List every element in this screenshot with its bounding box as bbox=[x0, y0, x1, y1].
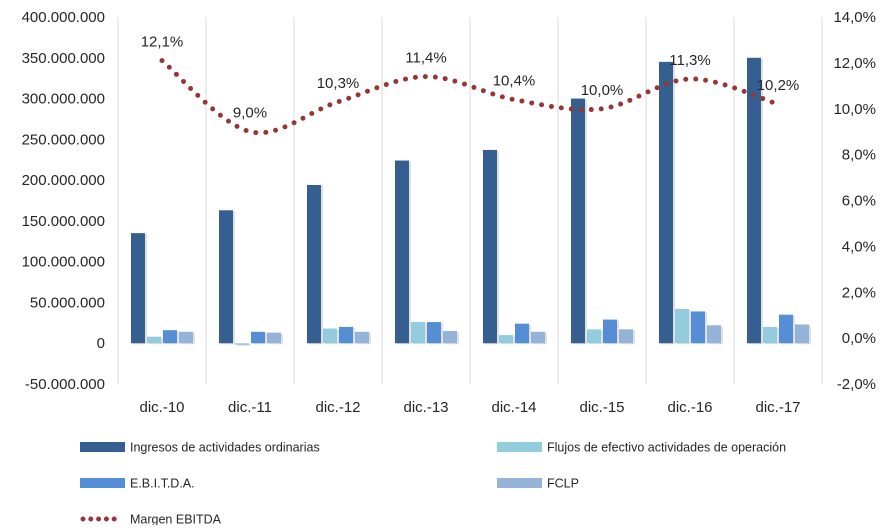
bar-0-0 bbox=[131, 233, 145, 343]
bar-3-2 bbox=[355, 332, 369, 343]
legend-label: Ingresos de actividades ordinarias bbox=[130, 441, 320, 455]
x-tick-label: dic.-11 bbox=[228, 399, 272, 416]
legend-item-0: Ingresos de actividades ordinarias bbox=[80, 441, 320, 455]
left-tick-label: 150.000.000 bbox=[22, 213, 105, 230]
margin-label-4: 10,4% bbox=[493, 73, 536, 90]
legend: Ingresos de actividades ordinarias Flujos… bbox=[80, 441, 786, 526]
margin-label-3: 11,4% bbox=[405, 50, 446, 67]
bar-2-6 bbox=[691, 311, 705, 343]
bar-3-5 bbox=[619, 329, 633, 343]
left-tick-label: 400.000.000 bbox=[22, 9, 105, 26]
bar-2-7 bbox=[779, 315, 793, 344]
bar-3-0 bbox=[179, 332, 193, 343]
legend-label: E.B.I.T.D.A. bbox=[130, 477, 195, 491]
bar-1-5 bbox=[587, 329, 601, 343]
legend-item-1: Flujos de efectivo actividades de operac… bbox=[497, 441, 786, 455]
bar-1-6 bbox=[675, 309, 689, 343]
legend-label: Flujos de efectivo actividades de operac… bbox=[547, 441, 786, 455]
bar-0-2 bbox=[307, 185, 321, 343]
legend-swatch bbox=[80, 442, 125, 452]
right-tick-label: 4,0% bbox=[842, 238, 876, 255]
bar-3-4 bbox=[531, 332, 545, 343]
bar-0-5 bbox=[571, 99, 585, 344]
bar-0-7 bbox=[747, 58, 761, 343]
left-tick-label: -50.000.000 bbox=[25, 376, 105, 393]
left-tick-label: 0 bbox=[97, 335, 105, 352]
right-tick-label: 6,0% bbox=[842, 193, 876, 210]
bar-2-0 bbox=[163, 330, 177, 343]
bar-1-7 bbox=[763, 327, 777, 343]
bar-2-4 bbox=[515, 324, 529, 344]
left-tick-label: 100.000.000 bbox=[22, 254, 105, 271]
bar-3-1 bbox=[267, 333, 281, 344]
margin-label-6: 11,3% bbox=[669, 52, 710, 69]
margin-label-5: 10,0% bbox=[581, 82, 624, 99]
legend-label: FCLP bbox=[547, 477, 579, 491]
bar-1-2 bbox=[323, 329, 337, 344]
left-axis-ticks: 400.000.000 350.000.000 300.000.000 250.000… bbox=[22, 9, 105, 393]
right-tick-label: 12,0% bbox=[833, 55, 876, 72]
bar-1-3 bbox=[411, 322, 425, 343]
legend-swatch bbox=[497, 442, 542, 452]
x-tick-label: dic.-13 bbox=[403, 399, 448, 416]
bar-0-4 bbox=[483, 150, 497, 343]
legend-swatch bbox=[497, 478, 542, 488]
bar-1-4 bbox=[499, 335, 513, 343]
margin-label-0: 12,1% bbox=[141, 34, 184, 51]
legend-item-2: E.B.I.T.D.A. bbox=[80, 477, 195, 491]
left-tick-label: 50.000.000 bbox=[30, 294, 105, 311]
x-tick-label: dic.-10 bbox=[139, 399, 184, 416]
bar-2-2 bbox=[339, 327, 353, 343]
x-tick-label: dic.-14 bbox=[491, 399, 536, 416]
bar-marks bbox=[131, 58, 811, 346]
bar-2-3 bbox=[427, 322, 441, 343]
right-tick-label: -2,0% bbox=[837, 376, 876, 393]
right-tick-label: 10,0% bbox=[833, 101, 876, 118]
legend-item-3: FCLP bbox=[497, 477, 579, 491]
legend-label: Margen EBITDA bbox=[130, 513, 222, 526]
bar-3-3 bbox=[443, 331, 457, 343]
margin-label-2: 10,3% bbox=[317, 75, 360, 92]
bar-1-0 bbox=[147, 337, 161, 344]
x-tick-label: dic.-12 bbox=[315, 399, 360, 416]
legend-item-4: Margen EBITDA bbox=[83, 513, 222, 526]
right-tick-label: 2,0% bbox=[842, 284, 876, 301]
bar-2-1 bbox=[251, 332, 265, 343]
margin-label-7: 10,2% bbox=[757, 77, 800, 94]
left-tick-label: 200.000.000 bbox=[22, 172, 105, 189]
right-tick-label: 0,0% bbox=[842, 330, 876, 347]
bar-2-5 bbox=[603, 320, 617, 344]
bar-1-1 bbox=[235, 343, 249, 345]
bar-3-7 bbox=[795, 324, 809, 343]
margin-label-1: 9,0% bbox=[233, 105, 267, 122]
x-tick-label: dic.-16 bbox=[667, 399, 712, 416]
left-tick-label: 300.000.000 bbox=[22, 91, 105, 108]
x-tick-label: dic.-17 bbox=[755, 399, 800, 416]
bar-0-6 bbox=[659, 62, 673, 343]
x-tick-label: dic.-15 bbox=[579, 399, 624, 416]
x-axis-ticks: dic.-10 dic.-11 dic.-12 dic.-13 dic.-14 dic.-… bbox=[139, 399, 800, 416]
right-tick-label: 14,0% bbox=[833, 9, 876, 26]
right-tick-label: 8,0% bbox=[842, 147, 876, 164]
legend-swatch bbox=[80, 478, 125, 488]
right-axis-ticks: 14,0% 12,0% 10,0% 8,0% 6,0% 4,0% 2,0% 0,0% -2,0% bbox=[833, 9, 876, 393]
left-tick-label: 350.000.000 bbox=[22, 50, 105, 67]
bar-0-1 bbox=[219, 210, 233, 343]
left-tick-label: 250.000.000 bbox=[22, 131, 105, 148]
bar-0-3 bbox=[395, 161, 409, 344]
bar-3-6 bbox=[707, 325, 721, 343]
